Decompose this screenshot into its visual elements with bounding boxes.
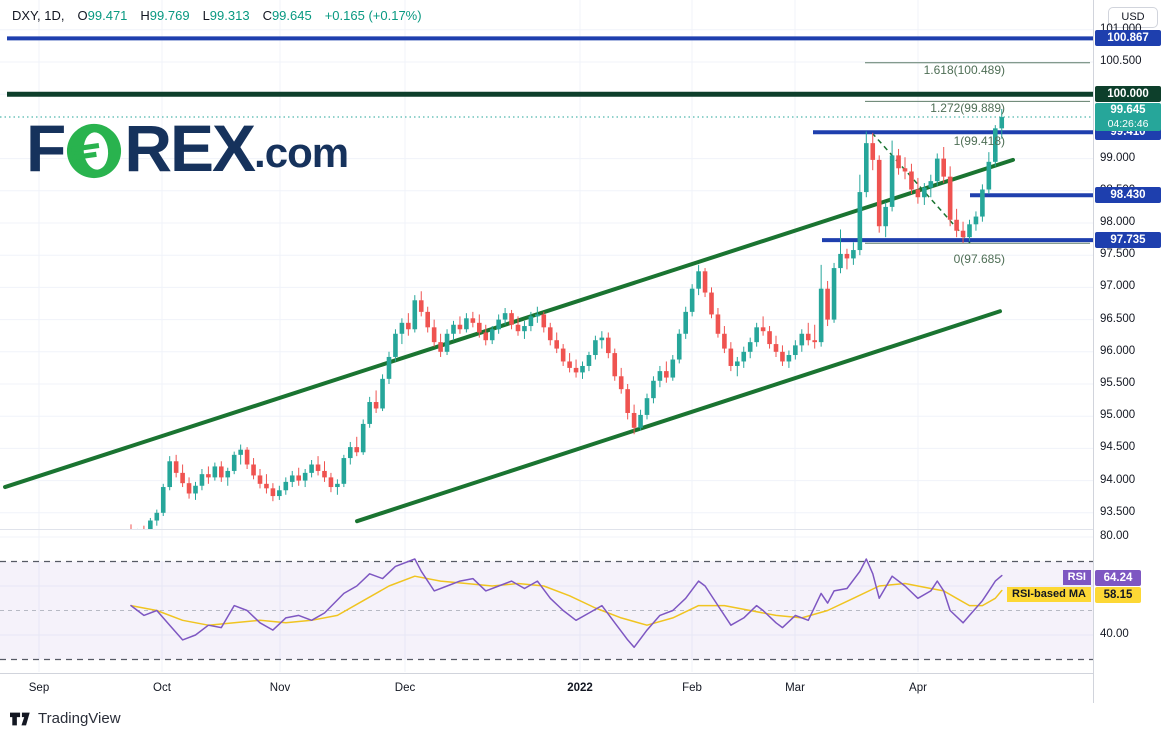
level-price-badge: 100.867 xyxy=(1095,30,1161,47)
price-tick: 98.000 xyxy=(1100,216,1136,228)
fib-level-label: 1(99.418) xyxy=(953,134,1005,148)
symbol-legend: DXY, 1D, O99.471 H99.769 L99.313 C99.645… xyxy=(12,8,422,23)
rsi-tick: 40.00 xyxy=(1100,628,1129,640)
rsi-tick: 80.00 xyxy=(1100,530,1129,542)
time-tick-oct: Oct xyxy=(153,682,171,694)
price-tick: 100.500 xyxy=(1100,55,1142,67)
price-tick: 94.500 xyxy=(1100,441,1136,454)
level-price-badge: 98.430 xyxy=(1095,187,1161,204)
rsi-ma-indicator-label: RSI-based MA xyxy=(1007,587,1091,602)
price-tick: 97.000 xyxy=(1100,280,1136,293)
price-tick: 94.000 xyxy=(1100,473,1136,486)
ohlc-close: C99.645 xyxy=(262,8,312,23)
time-tick-sep: Sep xyxy=(28,682,50,694)
level-price-badge: 100.000 xyxy=(1095,86,1161,103)
currency-button[interactable]: USD xyxy=(1108,7,1158,28)
chart-canvas[interactable] xyxy=(0,0,1093,673)
level-price-badge: 97.735 xyxy=(1095,232,1161,249)
last-price-badge: 99.645 04:26:46 xyxy=(1095,103,1161,132)
time-tick-apr: Apr xyxy=(909,682,927,694)
tradingview-icon xyxy=(10,712,30,725)
price-axis[interactable]: USD 101.000100.500100.00099.00098.50098.… xyxy=(1094,0,1170,703)
time-tick-feb: Feb xyxy=(682,682,702,694)
price-and-rsi-panes[interactable] xyxy=(0,0,1093,673)
pane-separator[interactable] xyxy=(0,529,1093,530)
price-tick: 95.500 xyxy=(1100,377,1136,389)
time-tick-nov: Nov xyxy=(269,682,291,694)
fib-level-label: 1.272(99.889) xyxy=(930,101,1005,115)
time-tick-dec: Dec xyxy=(394,682,416,694)
price-tick: 93.500 xyxy=(1100,505,1136,518)
price-tick: 96.500 xyxy=(1100,312,1136,325)
time-axis[interactable]: Sep Oct Nov Dec 2022 Feb Mar Apr xyxy=(0,673,1093,704)
ohlc-low: L99.313 xyxy=(202,8,250,23)
price-tick: 96.000 xyxy=(1100,344,1136,357)
time-tick-2022: 2022 xyxy=(567,682,593,694)
tradingview-attribution[interactable]: TradingView xyxy=(10,710,121,727)
axis-border xyxy=(1093,0,1094,703)
time-tick-mar: Mar xyxy=(785,682,805,694)
fib-level-label: 0(97.685) xyxy=(953,252,1005,266)
ohlc-high: H99.769 xyxy=(140,8,190,23)
fib-level-label: 1.618(100.489) xyxy=(923,63,1005,77)
tradingview-brand-text: TradingView xyxy=(38,710,121,727)
rsi-indicator-label: RSI xyxy=(1062,570,1091,585)
price-tick: 97.500 xyxy=(1100,248,1136,261)
price-tick: 95.000 xyxy=(1100,409,1136,422)
level-price-badge: 58.15 xyxy=(1095,587,1141,603)
symbol-name: DXY, 1D, xyxy=(12,8,65,23)
ohlc-open: O99.471 xyxy=(77,8,128,23)
level-price-badge: 64.24 xyxy=(1095,570,1141,586)
price-tick: 99.000 xyxy=(1100,151,1136,164)
change-value: +0.165 (+0.17%) xyxy=(324,8,422,23)
